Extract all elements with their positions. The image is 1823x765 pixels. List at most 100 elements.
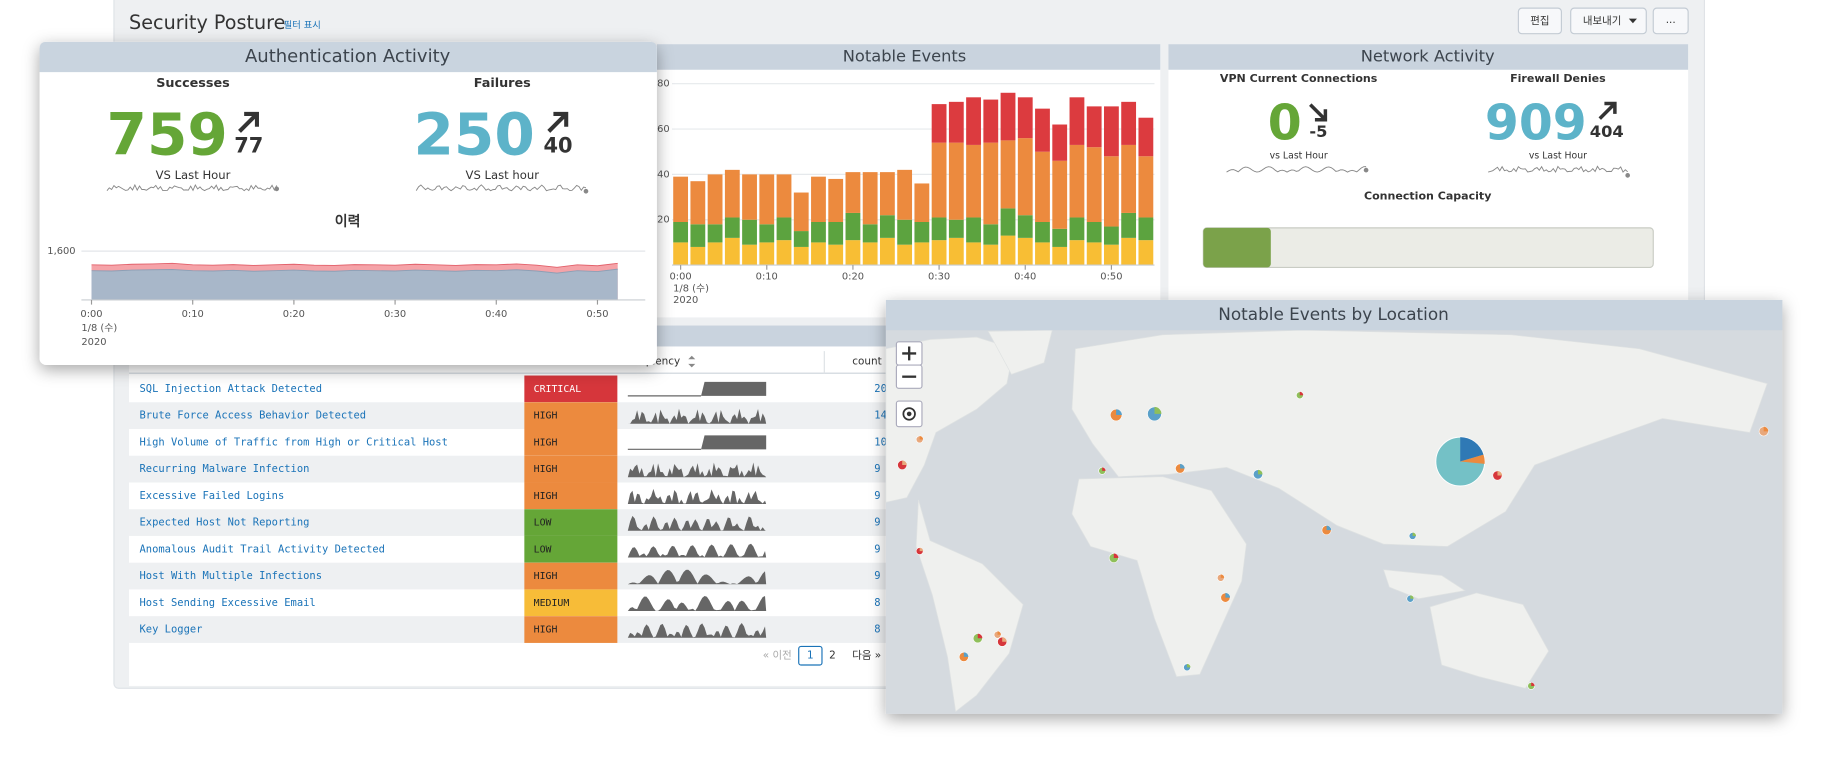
area-edge [91,268,618,274]
map-pie-slice [997,631,1002,635]
bar-segment [879,237,895,266]
bar-segment [828,222,844,245]
map-pie-slice [1154,406,1162,414]
event-count[interactable]: 9 [874,543,880,555]
bar-segment [879,215,895,238]
x-date-label: 1/8 (수) [81,322,117,334]
history-title: 이력 [335,213,361,230]
severity: LOW [534,518,552,529]
bar-segment [1138,240,1154,266]
kpi-value: 250 [413,101,534,169]
bar-segment [966,242,981,266]
more-button-label[interactable]: ... [1666,14,1676,26]
bar-segment [724,217,740,238]
bar-segment [897,169,913,220]
event-count[interactable]: 20 [874,383,887,395]
y-tick-label: 80 [657,79,670,90]
export-button[interactable] [1570,7,1647,35]
map-pie-slice [1531,682,1535,686]
pagination-prev[interactable]: « 이전 [763,650,792,662]
frequency-sparkline [627,381,767,397]
bar-segment [983,99,999,143]
bar-segment [897,244,913,266]
firewall-label: Firewall Denies [1510,72,1606,85]
bar-segment [1138,156,1154,218]
event-name[interactable]: High Volume of Traffic from High or Crit… [140,436,448,448]
bar-segment [983,224,999,245]
trend-arrow-down [1309,103,1328,122]
severity-cell [524,482,618,510]
severity: HIGH [534,411,558,422]
page-link[interactable]: 2 [829,650,836,662]
event-name[interactable]: SQL Injection Attack Detected [140,383,323,395]
event-count[interactable]: 8 [874,624,880,636]
bar-segment [1000,92,1016,141]
map-pie-slice [1497,470,1503,476]
severity-cell [524,429,618,456]
event-count[interactable]: 9 [874,490,880,502]
event-name[interactable]: Brute Force Access Behavior Detected [140,410,367,422]
bar-segment [793,192,809,232]
bar-segment [1017,97,1033,139]
bar-segment [828,178,844,223]
edit-button[interactable] [1517,7,1562,35]
event-name[interactable]: Host Sending Excessive Email [140,597,316,609]
kpi-value: 909 [1485,95,1587,152]
page-link[interactable]: 1 [807,650,814,662]
event-name[interactable]: Anomalous Audit Trail Activity Detected [140,543,385,555]
sparkline [106,183,278,192]
bar-segment [845,212,861,241]
event-count[interactable]: 9 [874,463,880,475]
map-pie-slice [902,460,907,466]
event-name[interactable]: Recurring Malware Infection [140,463,310,475]
x-tick-label: 0:30 [384,309,406,320]
event-name[interactable]: Expected Host Not Reporting [140,517,310,529]
frequency-sparkline [627,408,767,424]
sparkline [627,488,767,504]
bar-segment [759,242,775,266]
edit-button-label[interactable]: 편집 [1530,14,1549,27]
bar-segment [1069,217,1085,241]
africa [1071,476,1247,678]
x-tick-label: 0:10 [182,309,204,320]
failures-compare: VS Last hour [466,168,540,182]
bar-segment [1138,217,1154,241]
bar-segment [1121,212,1137,238]
plus-icon [902,346,917,361]
pagination-next[interactable]: 다음 » [852,650,881,662]
map-pie-slice [1002,637,1007,642]
map-pie-slice [1225,592,1231,598]
bar-segment [1052,160,1068,229]
bar-segment [948,142,964,220]
bar-segment [1069,144,1085,218]
bar-segment [914,242,930,266]
sparkline [1488,165,1628,174]
sparkline [627,543,767,558]
event-count[interactable]: 10 [874,436,887,448]
event-name[interactable]: Excessive Failed Logins [140,490,285,502]
event-count[interactable]: 9 [874,570,880,582]
bar-segment [1000,140,1016,209]
y-tick-label: 60 [657,124,670,135]
bar-segment [1000,235,1016,266]
sparkline-end [1363,167,1369,173]
event-count[interactable]: 9 [874,517,880,529]
bar-segment [707,242,723,266]
event-count[interactable]: 14 [874,410,887,422]
map-pie-slice [963,652,969,657]
more-button[interactable] [1652,7,1689,35]
bar-segment [983,142,999,225]
y-tick-label: 1,600 [47,246,75,257]
kpi-change: 40 [544,133,573,157]
notable-events-panel: Notable Events 20 40 60 80 0:00 0:10 0:20 0:30 0… [656,44,1161,318]
column-header[interactable]: count [852,356,882,368]
bar-segment [673,222,689,243]
event-count[interactable]: 8 [874,597,880,609]
filter-link[interactable]: 필터 표시 [284,19,321,31]
severity-cell [524,455,618,483]
bar-segment [811,222,826,243]
export-button-label[interactable]: 내보내기 [1583,15,1621,27]
map-pie-slice [1257,469,1263,475]
event-name[interactable]: Key Logger [140,624,203,636]
event-name[interactable]: Host With Multiple Infections [140,570,323,582]
